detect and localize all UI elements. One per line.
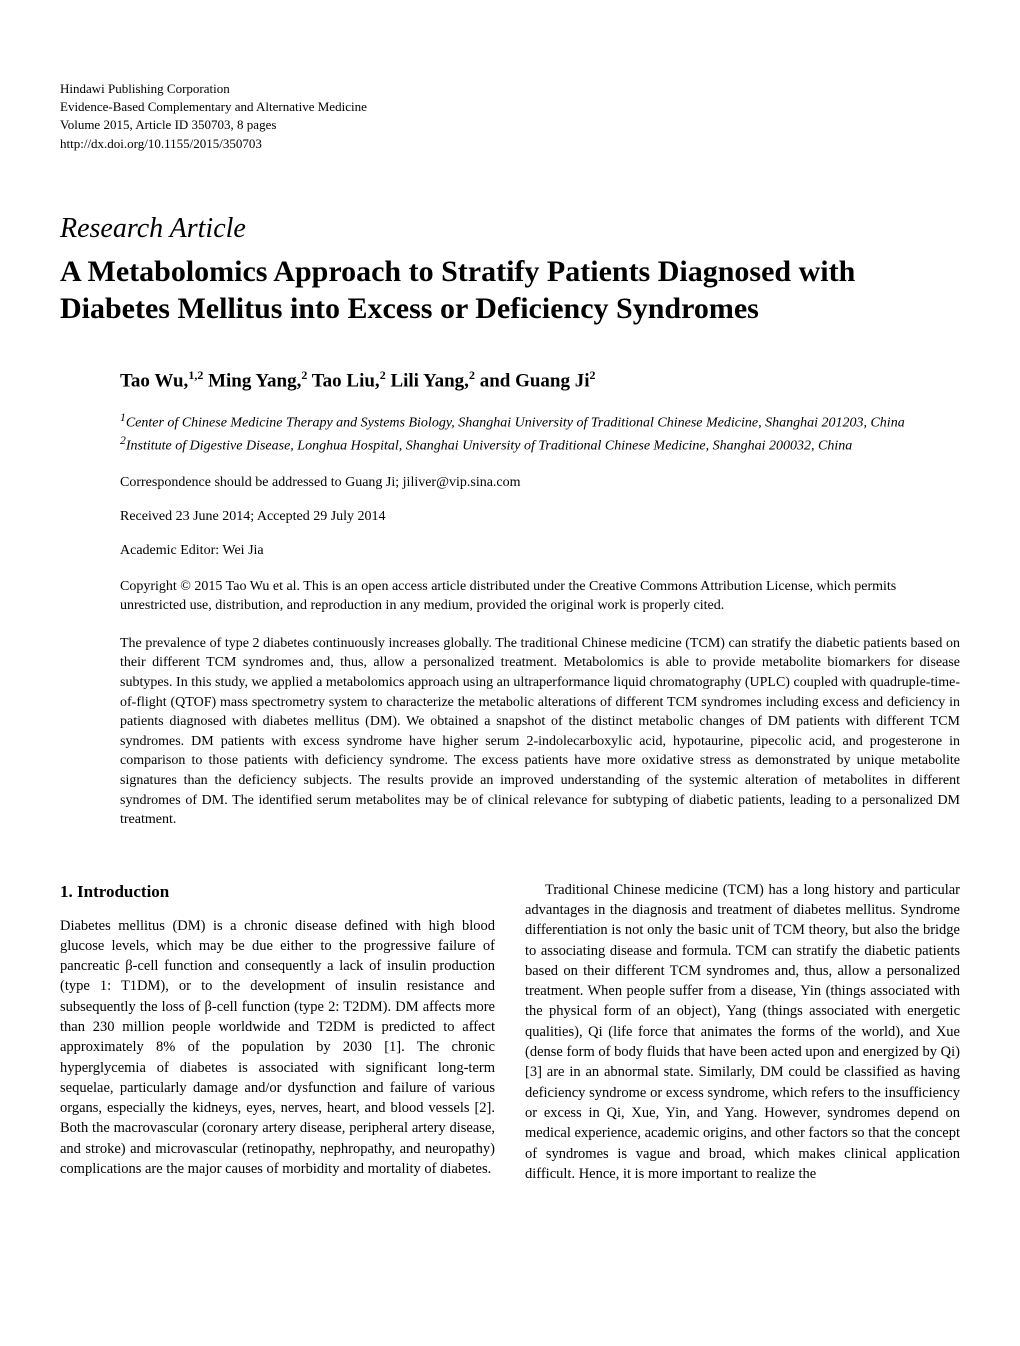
academic-editor-line: Academic Editor: Wei Jia (120, 543, 960, 559)
correspondence-line: Correspondence should be addressed to Gu… (120, 475, 960, 491)
abstract-text: The prevalence of type 2 diabetes contin… (120, 634, 960, 830)
journal-name: Evidence-Based Complementary and Alterna… (60, 98, 960, 116)
intro-paragraph-1: Diabetes mellitus (DM) is a chronic dise… (60, 916, 495, 1180)
publisher-name: Hindawi Publishing Corporation (60, 80, 960, 98)
left-column: 1. Introduction Diabetes mellitus (DM) i… (60, 880, 495, 1184)
article-type-label: Research Article (60, 213, 960, 245)
doi-url: http://dx.doi.org/10.1155/2015/350703 (60, 135, 960, 153)
copyright-notice: Copyright © 2015 Tao Wu et al. This is a… (120, 577, 960, 616)
publication-header: Hindawi Publishing Corporation Evidence-… (60, 80, 960, 153)
volume-info: Volume 2015, Article ID 350703, 8 pages (60, 116, 960, 134)
two-column-body: 1. Introduction Diabetes mellitus (DM) i… (60, 880, 960, 1184)
right-column: Traditional Chinese medicine (TCM) has a… (525, 880, 960, 1184)
affiliations-block: 1Center of Chinese Medicine Therapy and … (120, 410, 960, 457)
affiliation-2: 2Institute of Digestive Disease, Longhua… (120, 433, 960, 456)
affiliation-1: 1Center of Chinese Medicine Therapy and … (120, 410, 960, 433)
section-heading-introduction: 1. Introduction (60, 880, 495, 904)
dates-line: Received 23 June 2014; Accepted 29 July … (120, 509, 960, 525)
author-list: Tao Wu,1,2 Ming Yang,2 Tao Liu,2 Lili Ya… (120, 368, 960, 392)
article-title: A Metabolomics Approach to Stratify Pati… (60, 253, 960, 328)
intro-paragraph-2: Traditional Chinese medicine (TCM) has a… (525, 880, 960, 1184)
